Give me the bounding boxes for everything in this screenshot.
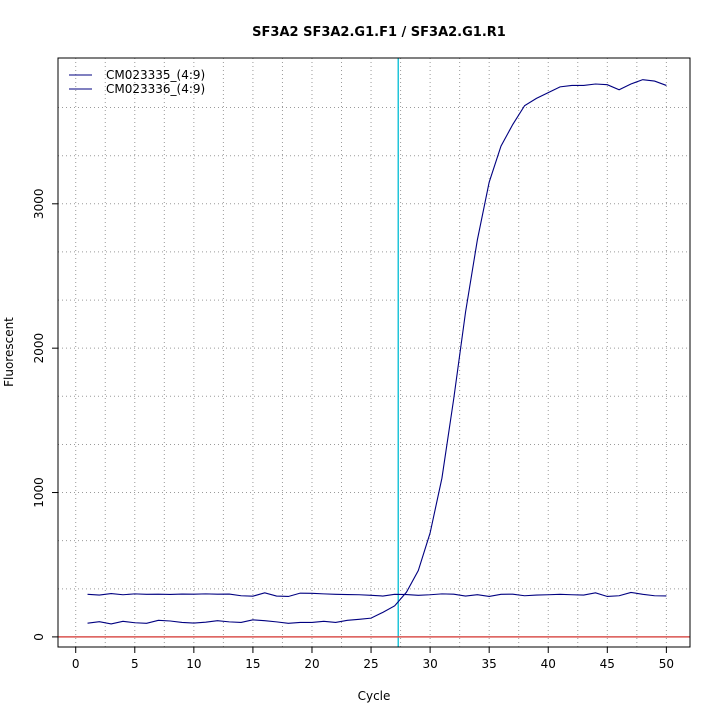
- x-tick-label: 0: [72, 657, 80, 671]
- grid: [58, 58, 690, 647]
- y-tick-label: 2000: [32, 333, 46, 364]
- plot-frame: [57, 57, 691, 648]
- y-tick-label: 3000: [32, 189, 46, 220]
- x-tick-label: 15: [245, 657, 260, 671]
- x-tick-label: 45: [600, 657, 615, 671]
- x-tick-label: 50: [659, 657, 674, 671]
- legend: CM023335_(4:9)CM023336_(4:9): [69, 68, 205, 96]
- x-tick-label: 10: [186, 657, 201, 671]
- legend-label: CM023335_(4:9): [106, 68, 205, 82]
- reference-lines: [58, 58, 690, 647]
- x-tick-label: 30: [422, 657, 437, 671]
- x-tick-label: 20: [304, 657, 319, 671]
- x-axis-label: Cycle: [358, 689, 391, 703]
- y-axis-label: Fluorescent: [2, 317, 16, 387]
- series-line-2: [87, 79, 667, 625]
- x-tick-label: 35: [482, 657, 497, 671]
- series-line-1: [87, 591, 667, 598]
- axes: 0 5 10 15 20 25 30 35 40 45 50 0 1000 2000 3000: [32, 57, 691, 671]
- y-tick-label: 0: [32, 633, 46, 641]
- series-lines: [87, 79, 667, 625]
- x-tick-label: 25: [363, 657, 378, 671]
- x-tick-label: 40: [541, 657, 556, 671]
- chart-title: SF3A2 SF3A2.G1.F1 / SF3A2.G1.R1: [252, 25, 506, 40]
- legend-label: CM023336_(4:9): [106, 82, 205, 96]
- y-tick-label: 1000: [32, 477, 46, 508]
- x-tick-label: 5: [131, 657, 139, 671]
